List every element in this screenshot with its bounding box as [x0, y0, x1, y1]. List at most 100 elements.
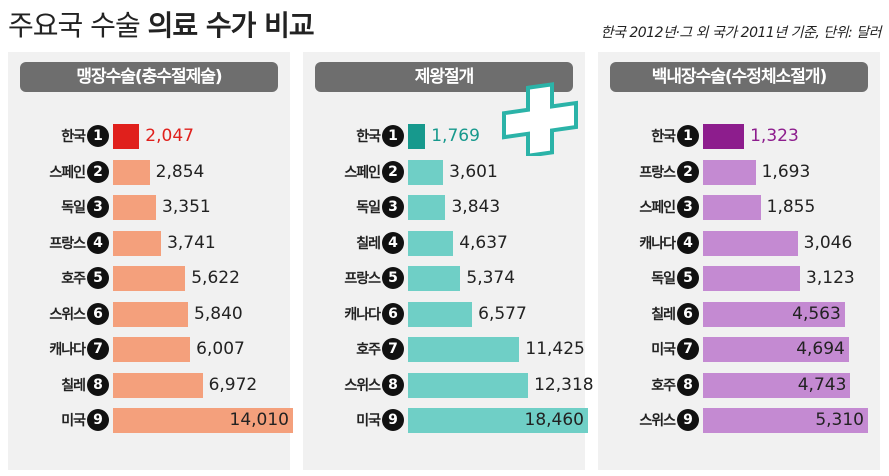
bar-row: 한국 1 2,047: [8, 122, 290, 150]
value-label: 5,310: [815, 410, 864, 430]
country-label: 한국: [356, 129, 381, 145]
bar: [703, 408, 868, 433]
rank-badge: 2: [382, 160, 404, 183]
title-part2: 의료 수가 비교: [147, 9, 315, 42]
title-part1: 주요국 수술: [8, 9, 141, 42]
bar-row: 캐나다 6 6,577: [303, 300, 585, 328]
value-label: 6,577: [478, 303, 527, 324]
value-label: 5,840: [194, 303, 243, 324]
bar: [408, 124, 426, 149]
bar: [113, 372, 203, 398]
rank-badge: 2: [677, 160, 699, 183]
chart-title: 주요국 수술 의료 수가 비교: [8, 4, 315, 44]
rank-badge: 1: [677, 125, 699, 147]
bar: [703, 301, 845, 327]
value-label: 3,741: [167, 232, 216, 253]
rank-badge: 8: [382, 373, 404, 396]
bar-row: 스위스 9 5,310: [598, 406, 880, 434]
bar-row: 호주 8 4,743: [598, 371, 880, 399]
value-label: 11,425: [525, 339, 585, 359]
bar: [113, 301, 189, 327]
value-label: 4,563: [792, 303, 841, 324]
bar-row: 스페인 2 2,854: [8, 158, 290, 186]
bar: [113, 230, 162, 256]
value-label: 4,694: [796, 339, 845, 359]
bar: [113, 337, 191, 362]
value-label: 3,046: [803, 232, 853, 253]
bar-row: 칠레 4 4,637: [303, 229, 585, 257]
value-label: 3,351: [162, 197, 211, 217]
country-label: 호주: [61, 271, 86, 287]
bar-row: 호주 5 5,622: [8, 264, 290, 292]
rank-badge: 3: [382, 196, 404, 218]
country-label: 칠레: [356, 235, 381, 252]
bar: [703, 195, 761, 220]
value-label: 2,047: [145, 126, 194, 146]
country-label: 독일: [651, 271, 676, 287]
country-label: 스페인: [344, 164, 381, 181]
value-label: 4,743: [797, 374, 847, 395]
country-label: 캐나다: [639, 235, 676, 252]
rank-badge: 3: [87, 196, 109, 218]
rank-badge: 6: [677, 302, 699, 325]
country-label: 스위스: [49, 306, 86, 323]
bar: [113, 124, 140, 149]
country-label: 호주: [356, 342, 381, 358]
rank-badge: 8: [87, 373, 109, 396]
value-label: 3,123: [806, 268, 855, 288]
bar-row: 미국 9 14,010: [8, 406, 293, 434]
country-label: 스위스: [344, 377, 381, 394]
country-label: 캐나다: [49, 342, 86, 358]
value-label: 14,010: [229, 410, 289, 430]
value-label: 1,693: [761, 161, 811, 182]
rank-badge: 9: [677, 409, 699, 431]
bar: [408, 230, 454, 256]
panel-appendectomy: 맹장수술(충수절제술) 한국 1 2,047 스페인 2 2,854 독일 3 3,351 프랑스 4…: [8, 52, 293, 470]
rank-badge: 1: [87, 125, 109, 147]
value-label: 1,323: [750, 126, 799, 146]
rank-badge: 9: [382, 409, 404, 431]
country-label: 캐나다: [344, 306, 381, 323]
bar-row: 한국 1 1,323: [598, 122, 880, 150]
rank-badge: 4: [87, 231, 109, 254]
bar-row: 칠레 6 4,563: [598, 300, 880, 328]
country-label: 칠레: [61, 377, 86, 394]
rank-badge: 6: [87, 302, 109, 325]
rank-badge: 5: [382, 267, 404, 289]
country-label: 독일: [61, 200, 86, 216]
bar-row: 캐나다 4 3,046: [598, 229, 880, 257]
value-label: 3,601: [449, 161, 498, 182]
rank-badge: 4: [677, 231, 699, 254]
value-label: 1,855: [766, 197, 816, 217]
panel-title: 백내장수술(수정체소절개): [610, 62, 868, 92]
value-label: 2,854: [155, 161, 205, 182]
bar: [408, 301, 473, 327]
bar: [408, 337, 520, 362]
rank-badge: 4: [382, 231, 404, 254]
value-label: 6,007: [196, 339, 245, 359]
country-label: 호주: [651, 377, 676, 394]
bar: [113, 408, 293, 433]
bar: [703, 124, 745, 149]
value-label: 6,972: [208, 374, 258, 395]
country-label: 미국: [356, 413, 381, 429]
bar-row: 스위스 6 5,840: [8, 300, 290, 328]
bar: [703, 230, 798, 256]
bar: [703, 266, 801, 291]
value-label: 1,769: [431, 126, 480, 146]
bar: [408, 372, 529, 398]
value-label: 5,622: [191, 268, 240, 288]
country-label: 스페인: [49, 164, 86, 181]
rank-badge: 3: [677, 196, 699, 218]
bar: [703, 372, 851, 398]
bar-row: 캐나다 7 6,007: [8, 335, 290, 363]
country-label: 독일: [356, 200, 381, 216]
country-label: 스위스: [639, 413, 676, 429]
rank-badge: 6: [382, 302, 404, 325]
bar-row: 프랑스 5 5,374: [303, 264, 585, 292]
bar: [408, 266, 461, 291]
bar-row: 스페인 3 1,855: [598, 193, 880, 221]
country-label: 프랑스: [49, 235, 86, 252]
country-label: 칠레: [651, 306, 676, 323]
